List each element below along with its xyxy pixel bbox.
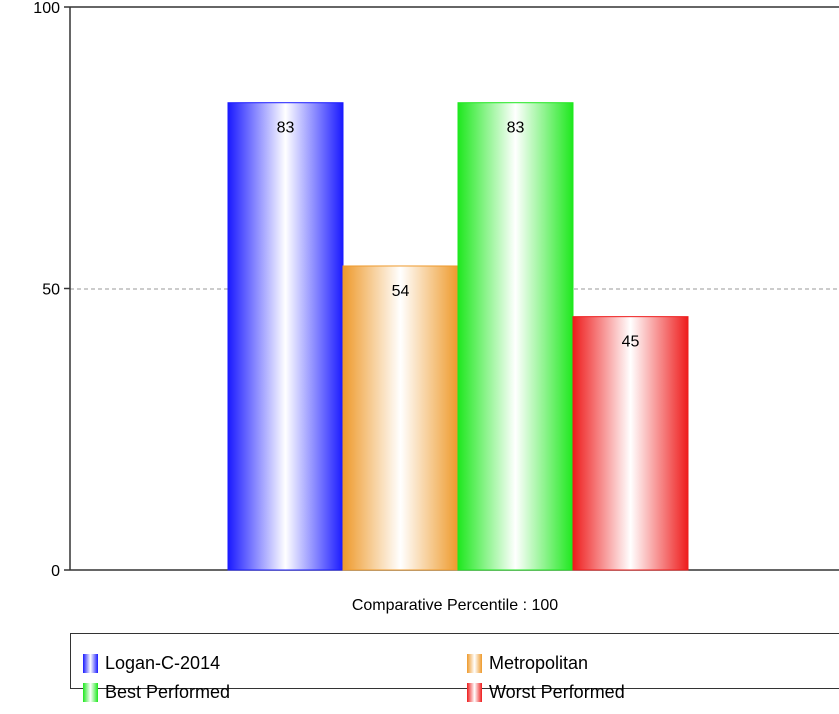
bar-value-label: 45 bbox=[622, 334, 640, 351]
bar-worst-performed bbox=[572, 316, 689, 571]
legend-label: Logan-C-2014 bbox=[105, 653, 221, 673]
legend-item-best: Best Performed bbox=[83, 682, 230, 703]
y-tick-label: 0 bbox=[51, 563, 60, 580]
y-tick-label: 100 bbox=[33, 0, 60, 17]
x-category-label: Comparative Percentile : 100 bbox=[352, 597, 558, 614]
legend-item-metropolitan: Metropolitan bbox=[467, 653, 588, 674]
bar-metropolitan bbox=[342, 265, 459, 571]
bar-value-label: 83 bbox=[507, 120, 525, 137]
legend-swatch-blue bbox=[83, 654, 98, 673]
legend-item-logan: Logan-C-2014 bbox=[83, 653, 220, 674]
bar-best-performed bbox=[457, 102, 574, 571]
legend-swatch-orange bbox=[467, 654, 482, 673]
legend-swatch-green bbox=[83, 683, 98, 702]
legend-label: Best Performed bbox=[105, 682, 231, 702]
legend: Logan-C-2014 Metropolitan Best Performed… bbox=[70, 633, 839, 702]
y-tick-label: 50 bbox=[42, 282, 60, 299]
legend-swatch-red bbox=[467, 683, 482, 702]
bar-value-label: 54 bbox=[392, 283, 410, 300]
legend-label: Metropolitan bbox=[489, 653, 589, 673]
bar-logan-c-2014 bbox=[227, 102, 344, 571]
legend-label: Worst Performed bbox=[489, 682, 625, 702]
legend-item-worst: Worst Performed bbox=[467, 682, 625, 703]
bar-value-label: 83 bbox=[277, 120, 295, 137]
